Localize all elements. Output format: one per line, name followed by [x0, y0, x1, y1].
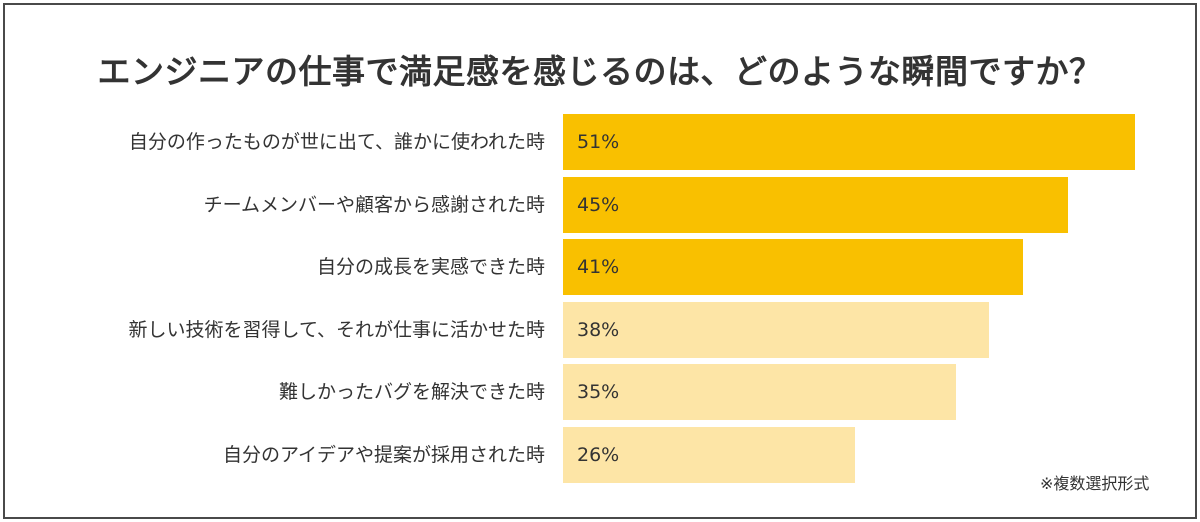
bar-value-label: 38%: [577, 319, 620, 341]
bar-row: 自分のアイデアや提案が採用された時 26%: [0, 427, 1200, 483]
category-label: チームメンバーや顧客から感謝された時: [203, 194, 545, 216]
bar-value-label: 41%: [577, 256, 620, 278]
bar-row: 新しい技術を習得して、それが仕事に活かせた時 38%: [0, 302, 1200, 358]
footnote: ※複数選択形式: [1040, 474, 1150, 493]
bar-row: チームメンバーや顧客から感謝された時 45%: [0, 177, 1200, 233]
category-label: 新しい技術を習得して、それが仕事に活かせた時: [128, 319, 545, 341]
chart-title: エンジニアの仕事で満足感を感じるのは、どのような瞬間ですか？: [97, 52, 1103, 91]
bar: 45%: [563, 177, 1068, 233]
category-label: 自分の作ったものが世に出て、誰かに使われた時: [128, 131, 545, 153]
bar-value-label: 45%: [577, 194, 620, 216]
bar-value-label: 51%: [577, 131, 620, 153]
bar: 41%: [563, 239, 1023, 295]
bar-value-label: 26%: [577, 444, 620, 466]
category-label: 自分のアイデアや提案が採用された時: [222, 444, 545, 466]
bar-value-label: 35%: [577, 381, 620, 403]
bar-row: 難しかったバグを解決できた時 35%: [0, 364, 1200, 420]
bar: 35%: [563, 364, 956, 420]
bar: 51%: [563, 114, 1135, 170]
bar: 38%: [563, 302, 989, 358]
bar-row: 自分の作ったものが世に出て、誰かに使われた時 51%: [0, 114, 1200, 170]
bar: 26%: [563, 427, 855, 483]
category-label: 難しかったバグを解決できた時: [278, 381, 545, 403]
bar-row: 自分の成長を実感できた時 41%: [0, 239, 1200, 295]
category-label: 自分の成長を実感できた時: [316, 256, 545, 278]
